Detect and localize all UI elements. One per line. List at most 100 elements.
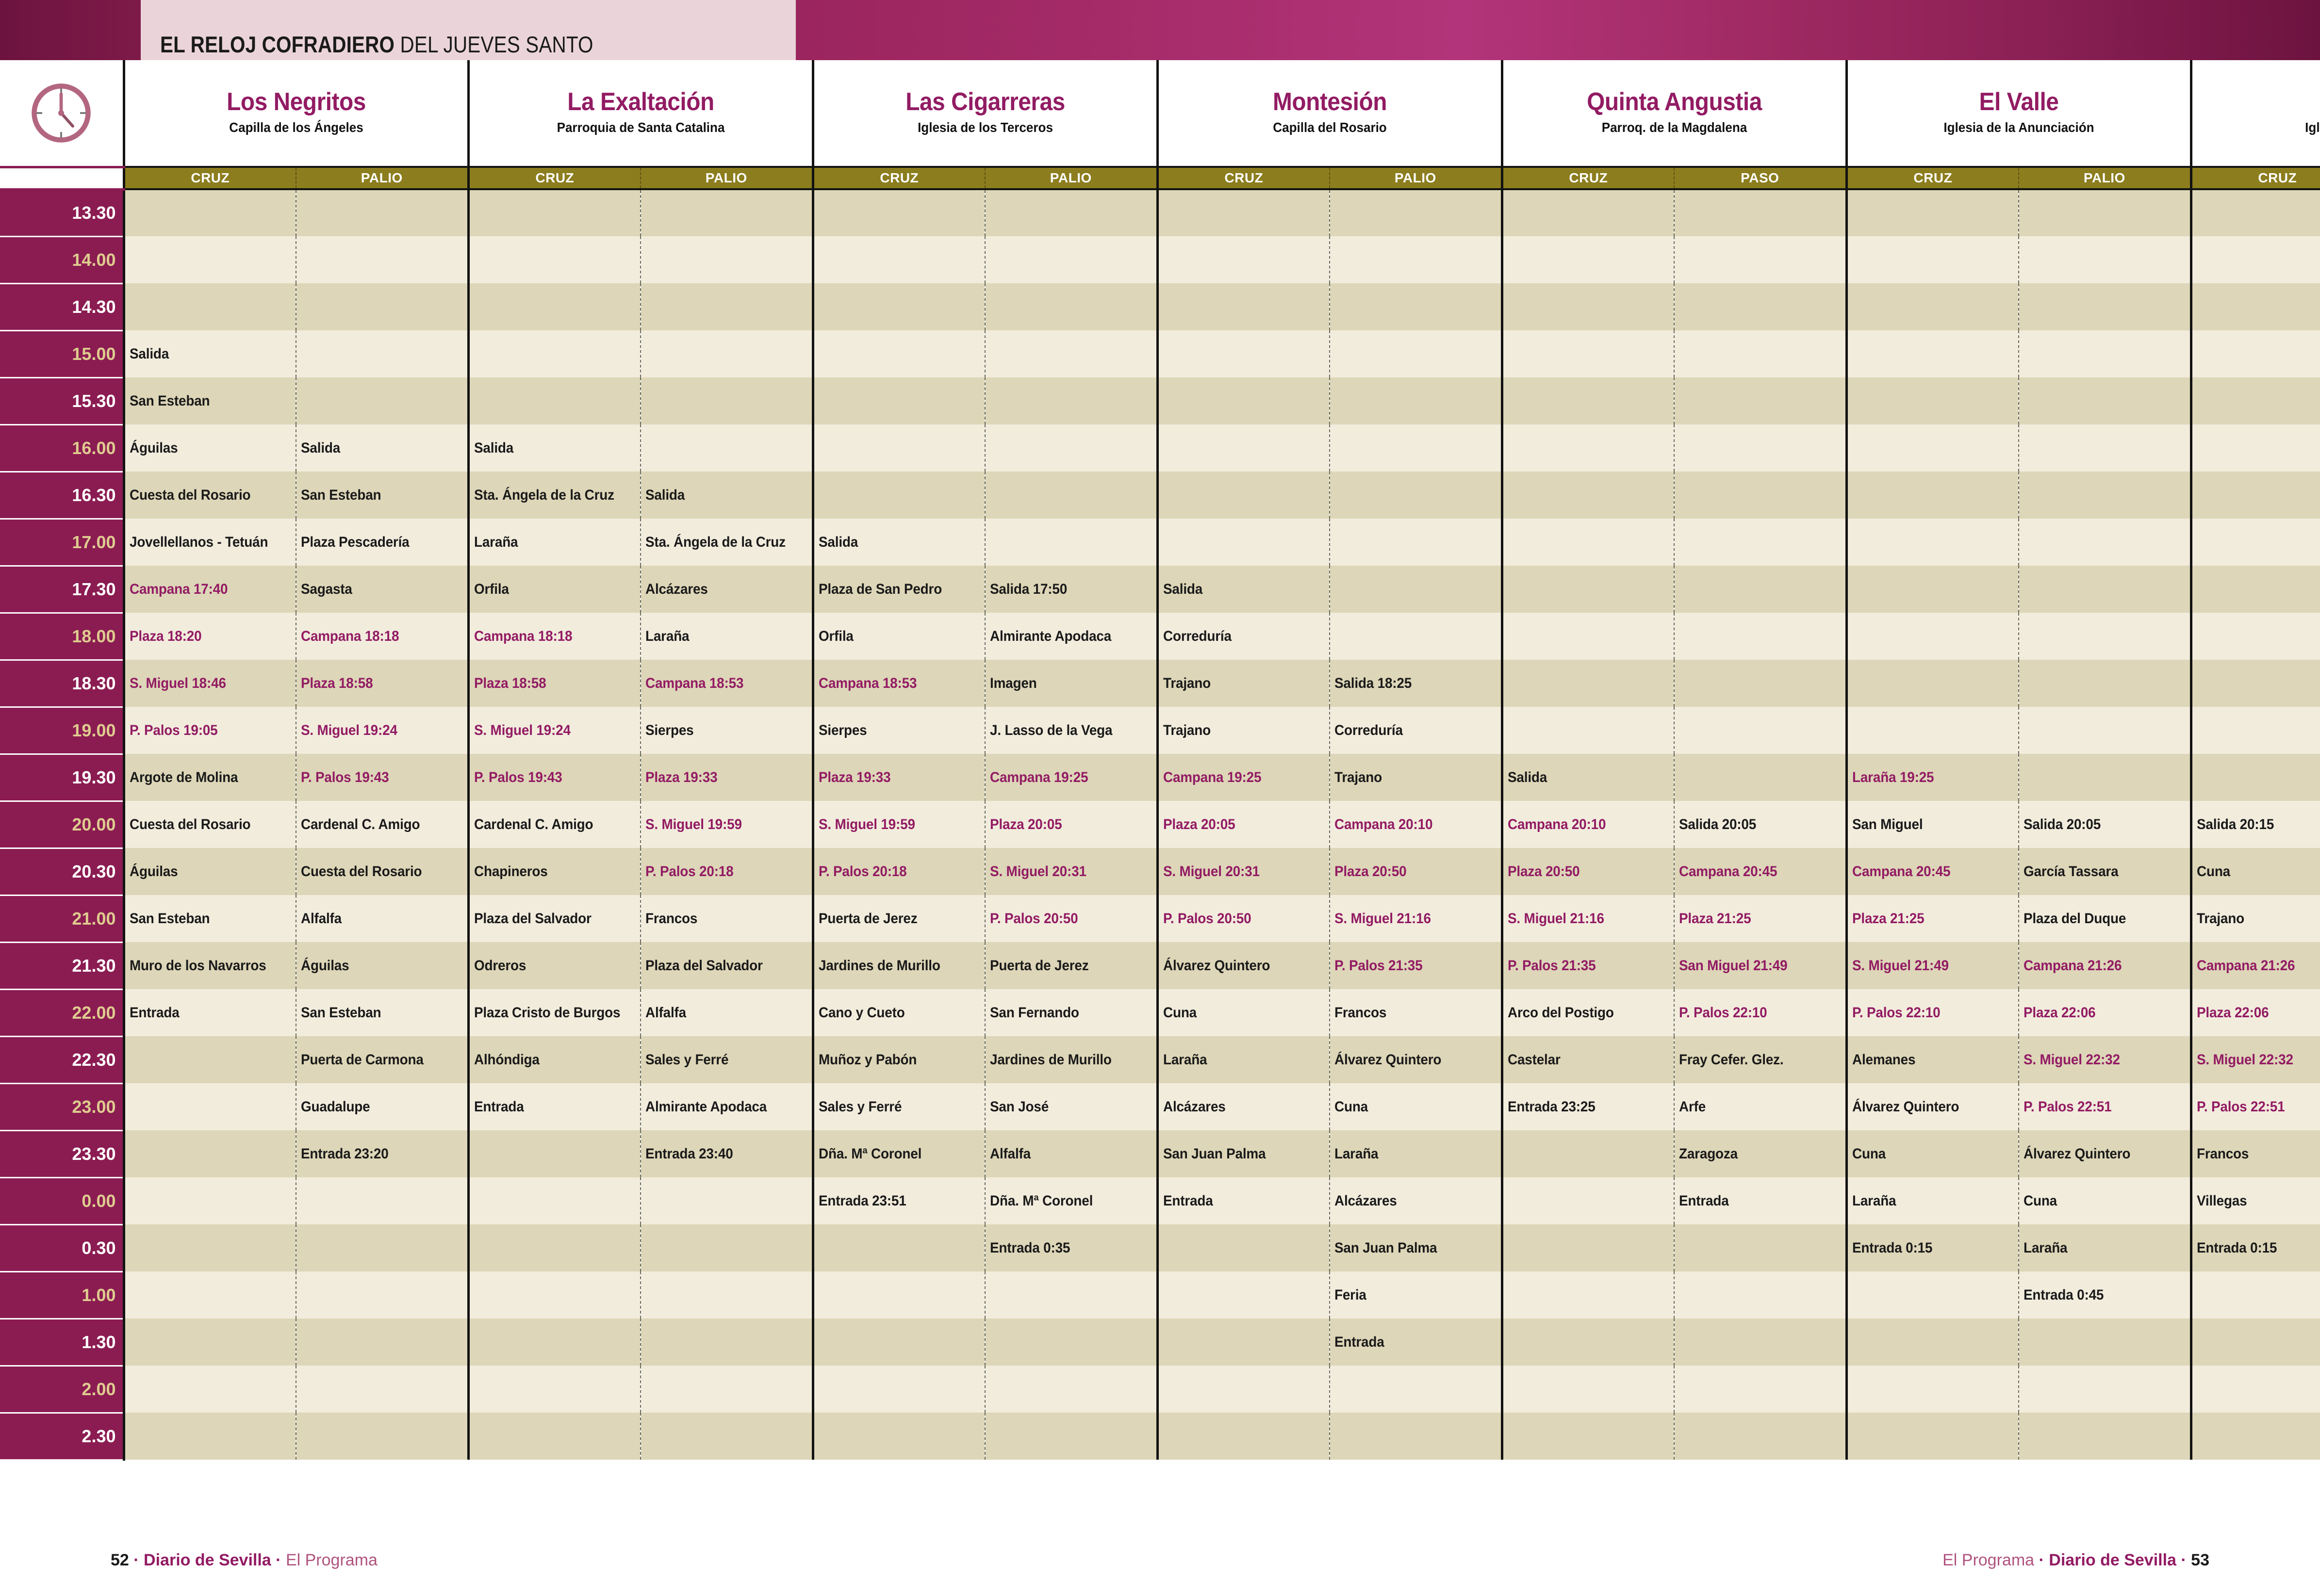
schedule-cell: Entrada	[1674, 1177, 1847, 1224]
schedule-cell: Plaza del Duque	[2018, 895, 2191, 942]
schedule-cell: Entrada 23:20	[295, 1130, 469, 1177]
table-row: 0.30 Entrada 0:35 San Juan Palma Entrada 0:…	[0, 1224, 2320, 1272]
schedule-cell	[1845, 566, 2019, 613]
schedule-cell	[640, 377, 813, 424]
schedule-cell: Campana 19:25	[985, 754, 1158, 801]
schedule-cell-text: Águilas	[301, 957, 349, 974]
schedule-table: Los Negritos Capilla de los Ángeles La E…	[0, 60, 2320, 1461]
schedule-cell	[1329, 330, 1502, 377]
schedule-cell-text: Cano y Cueto	[818, 1004, 905, 1021]
schedule-cell	[1674, 613, 1847, 660]
schedule-cell-text: P. Palos 22:51	[2024, 1098, 2112, 1115]
footer-program-left: El Programa	[285, 1551, 378, 1569]
schedule-cell	[811, 424, 986, 472]
schedule-cell: Plaza 19:33	[811, 754, 986, 801]
schedule-cell-text: Campana 18:53	[818, 675, 917, 691]
schedule-cell	[1156, 377, 1330, 424]
schedule-cell	[640, 1177, 813, 1224]
schedule-cell: Entrada 0:45	[2018, 1271, 2191, 1319]
schedule-cell-text: Francos	[2196, 1145, 2249, 1162]
schedule-cell: Campana 21:26	[2189, 942, 2320, 989]
schedule-cell	[467, 236, 641, 283]
schedule-cell-text: Plaza 21:25	[1852, 910, 1925, 927]
schedule-cell	[811, 472, 986, 519]
brotherhood-church: Iglesia del Salvador	[2304, 119, 2320, 135]
schedule-cell: P. Palos 22:51	[2189, 1083, 2320, 1130]
schedule-cell-text: Sales y Ferré	[645, 1051, 729, 1068]
table-row: 22.30 Puerta de Carmona Alhóndiga Sales y F…	[0, 1036, 2320, 1084]
schedule-cell-text: Águilas	[129, 863, 178, 879]
schedule-cell: Trajano	[1156, 707, 1330, 754]
schedule-cell	[295, 1177, 469, 1224]
schedule-cell	[2189, 754, 2320, 801]
schedule-cell-text: Cuna	[2196, 863, 2230, 879]
schedule-cell-text: Chapineros	[474, 863, 548, 879]
schedule-cell-text: Álvarez Quintero	[1334, 1051, 1442, 1068]
schedule-cell	[1329, 236, 1502, 283]
schedule-cell	[1329, 613, 1502, 660]
schedule-cell	[467, 283, 641, 330]
schedule-cell	[2018, 1413, 2191, 1460]
schedule-cell	[122, 1224, 296, 1271]
schedule-cell	[1156, 1413, 1330, 1460]
schedule-cell-text: Campana 18:18	[301, 628, 399, 644]
schedule-cell	[985, 472, 1158, 519]
schedule-cell: Arco del Postigo	[1500, 989, 1675, 1036]
schedule-cell	[2018, 613, 2191, 660]
schedule-cell-text: Sta. Ángela de la Cruz	[474, 487, 614, 503]
schedule-cell-text: Cuna	[1334, 1098, 1368, 1115]
schedule-cell-text: Salida	[818, 534, 858, 550]
schedule-cell-text: Campana 21:26	[2196, 957, 2295, 974]
schedule-cell-text: P. Palos 20:50	[990, 910, 1078, 927]
schedule-cell	[2018, 424, 2191, 472]
schedule-cell	[1845, 613, 2019, 660]
time-label-left: 17.00	[0, 519, 124, 567]
schedule-cell-text: Alfalfa	[645, 1004, 686, 1021]
schedule-cell-text: Trajano	[2196, 910, 2244, 927]
schedule-cell: Trajano	[1156, 660, 1330, 707]
schedule-cell	[1674, 1224, 1847, 1271]
schedule-cell	[295, 1366, 469, 1413]
schedule-cell: Zaragoza	[1674, 1130, 1847, 1177]
schedule-cell-text: S. Miguel 18:46	[129, 675, 226, 691]
time-label-left: 15.30	[0, 377, 124, 425]
schedule-cell: García Tassara	[2018, 848, 2191, 895]
schedule-cell	[1156, 1366, 1330, 1413]
schedule-cell	[985, 283, 1158, 330]
schedule-cell: Entrada 23:51	[811, 1177, 986, 1224]
footer-brand-left: Diario de Sevilla	[144, 1551, 271, 1569]
schedule-cell-text: Salida	[1507, 769, 1547, 785]
table-row: 21.00 San Esteban Alfalfa Plaza del Salvado…	[0, 895, 2320, 943]
schedule-cell-text: Imagen	[990, 675, 1037, 691]
subheader-0-palio: PALIO	[295, 167, 469, 190]
footer-brand-right: Diario de Sevilla	[2049, 1551, 2176, 1569]
schedule-cell-text: Entrada 0:15	[2196, 1239, 2277, 1256]
schedule-cell-text: P. Palos 22:10	[1679, 1004, 1767, 1021]
schedule-cell-text: San Esteban	[301, 487, 381, 503]
schedule-cell: Entrada 0:15	[1845, 1224, 2019, 1271]
schedule-cell: Alemanes	[1845, 1036, 2019, 1083]
schedule-cell	[295, 1224, 469, 1271]
schedule-cell: Puerta de Jerez	[811, 895, 986, 942]
schedule-cell: Campana 19:25	[1156, 754, 1330, 801]
schedule-cell: Entrada 0:15	[2189, 1224, 2320, 1271]
schedule-cell	[1845, 1366, 2019, 1413]
schedule-cell	[1674, 707, 1847, 754]
schedule-cell: Laraña	[1329, 1130, 1502, 1177]
schedule-cell-text: Orfila	[818, 628, 854, 644]
schedule-cell	[1845, 519, 2019, 566]
schedule-cell-text: San Miguel	[1852, 816, 1923, 832]
schedule-cell-text: P. Palos 22:10	[1852, 1004, 1941, 1021]
schedule-cell: P. Palos 19:43	[295, 754, 469, 801]
schedule-cell	[985, 1319, 1158, 1366]
schedule-cell-text: Plaza 20:50	[1507, 863, 1580, 879]
schedule-cell-text: Águilas	[129, 440, 178, 456]
schedule-cell-text: Entrada 23:20	[301, 1145, 389, 1162]
schedule-cell-text: P. Palos 21:35	[1507, 957, 1596, 974]
schedule-cell: Chapineros	[467, 848, 641, 895]
schedule-cell: S. Miguel 19:24	[295, 707, 469, 754]
schedule-cell-text: Campana 20:10	[1507, 816, 1606, 832]
schedule-cell-text: Feria	[1334, 1287, 1366, 1303]
